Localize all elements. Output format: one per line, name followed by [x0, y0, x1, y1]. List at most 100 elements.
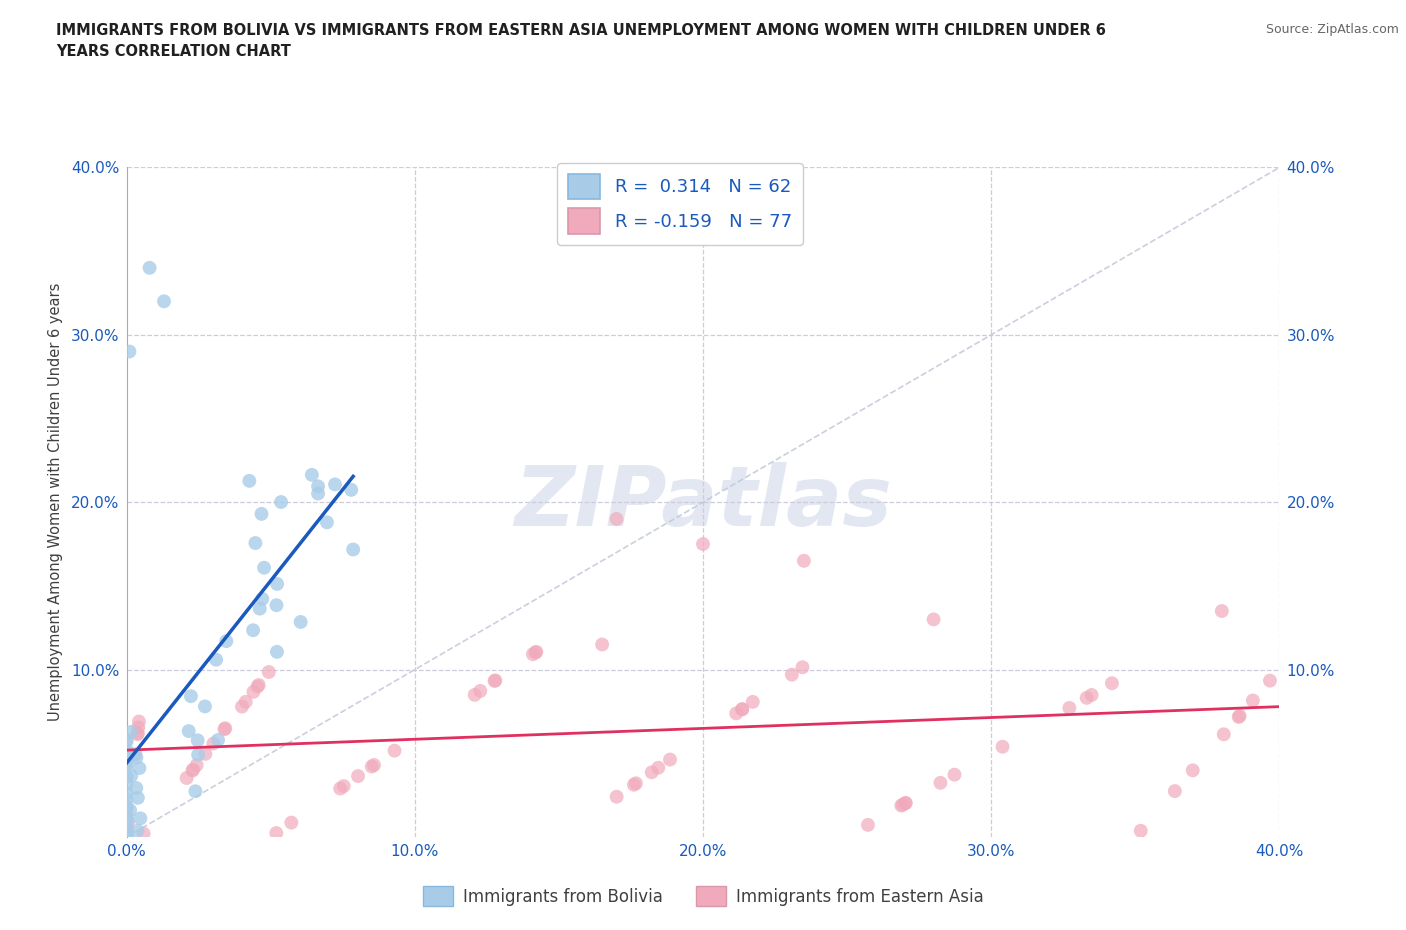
Point: [307, 486, 329, 501]
Point: [606, 790, 628, 804]
Point: [623, 777, 645, 792]
Point: [856, 817, 879, 832]
Point: [891, 797, 914, 812]
Y-axis label: Unemployment Among Women with Children Under 6 years: Unemployment Among Women with Children U…: [48, 283, 63, 722]
Point: [464, 687, 486, 702]
Point: [741, 695, 763, 710]
Point: [692, 537, 714, 551]
Point: [624, 776, 647, 790]
Point: [115, 801, 138, 816]
Point: [115, 824, 138, 839]
Point: [238, 473, 260, 488]
Point: [214, 721, 236, 736]
Point: [115, 799, 138, 814]
Point: [202, 736, 225, 751]
Point: [270, 495, 292, 510]
Point: [181, 763, 204, 777]
Point: [991, 739, 1014, 754]
Point: [127, 720, 149, 735]
Point: [1059, 700, 1081, 715]
Point: [266, 826, 288, 841]
Point: [1258, 673, 1281, 688]
Point: [1181, 763, 1204, 777]
Point: [117, 815, 139, 830]
Point: [246, 679, 269, 694]
Point: [890, 798, 912, 813]
Point: [214, 722, 236, 737]
Point: [176, 771, 198, 786]
Point: [120, 768, 142, 783]
Point: [120, 724, 142, 739]
Point: [659, 752, 682, 767]
Point: [180, 689, 202, 704]
Point: [329, 781, 352, 796]
Point: [792, 659, 814, 674]
Point: [231, 699, 253, 714]
Point: [252, 591, 274, 606]
Point: [266, 598, 288, 613]
Point: [117, 823, 139, 838]
Point: [922, 612, 945, 627]
Point: [929, 776, 952, 790]
Point: [115, 814, 138, 829]
Point: [250, 507, 273, 522]
Point: [115, 769, 138, 784]
Point: [340, 483, 363, 498]
Point: [647, 760, 669, 775]
Point: [187, 748, 209, 763]
Point: [125, 780, 148, 795]
Point: [115, 829, 138, 844]
Point: [127, 725, 149, 740]
Point: [115, 734, 138, 749]
Point: [316, 515, 339, 530]
Point: [127, 823, 149, 838]
Point: [247, 678, 270, 693]
Point: [153, 294, 176, 309]
Point: [127, 790, 149, 805]
Point: [120, 803, 142, 817]
Point: [122, 748, 145, 763]
Point: [128, 714, 150, 729]
Point: [780, 667, 803, 682]
Point: [127, 727, 149, 742]
Point: [257, 665, 280, 680]
Point: [301, 468, 323, 483]
Point: [266, 577, 288, 591]
Point: [115, 759, 138, 774]
Legend: Immigrants from Bolivia, Immigrants from Eastern Asia: Immigrants from Bolivia, Immigrants from…: [416, 880, 990, 912]
Point: [253, 560, 276, 575]
Point: [1229, 709, 1251, 724]
Point: [115, 828, 138, 843]
Point: [115, 777, 138, 791]
Legend: R =  0.314   N = 62, R = -0.159   N = 77: R = 0.314 N = 62, R = -0.159 N = 77: [557, 163, 803, 245]
Point: [484, 673, 506, 688]
Point: [641, 764, 664, 779]
Point: [184, 784, 207, 799]
Point: [115, 742, 138, 757]
Point: [235, 695, 257, 710]
Point: [1080, 687, 1102, 702]
Point: [115, 814, 138, 829]
Text: ZIPatlas: ZIPatlas: [515, 461, 891, 543]
Point: [129, 811, 152, 826]
Point: [194, 699, 217, 714]
Point: [205, 652, 228, 667]
Point: [115, 830, 138, 844]
Point: [1241, 693, 1264, 708]
Point: [323, 477, 346, 492]
Point: [384, 743, 406, 758]
Point: [115, 808, 138, 823]
Point: [242, 684, 264, 699]
Point: [115, 756, 138, 771]
Point: [731, 702, 754, 717]
Point: [894, 795, 917, 810]
Point: [1101, 676, 1123, 691]
Point: [118, 344, 141, 359]
Point: [524, 644, 547, 659]
Point: [187, 733, 209, 748]
Text: IMMIGRANTS FROM BOLIVIA VS IMMIGRANTS FROM EASTERN ASIA UNEMPLOYMENT AMONG WOMEN: IMMIGRANTS FROM BOLIVIA VS IMMIGRANTS FR…: [56, 23, 1107, 60]
Point: [793, 553, 815, 568]
Point: [1164, 784, 1187, 799]
Point: [731, 702, 754, 717]
Point: [128, 761, 150, 776]
